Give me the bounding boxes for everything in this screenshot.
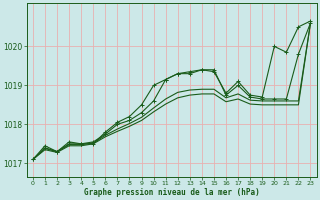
X-axis label: Graphe pression niveau de la mer (hPa): Graphe pression niveau de la mer (hPa) [84, 188, 260, 197]
